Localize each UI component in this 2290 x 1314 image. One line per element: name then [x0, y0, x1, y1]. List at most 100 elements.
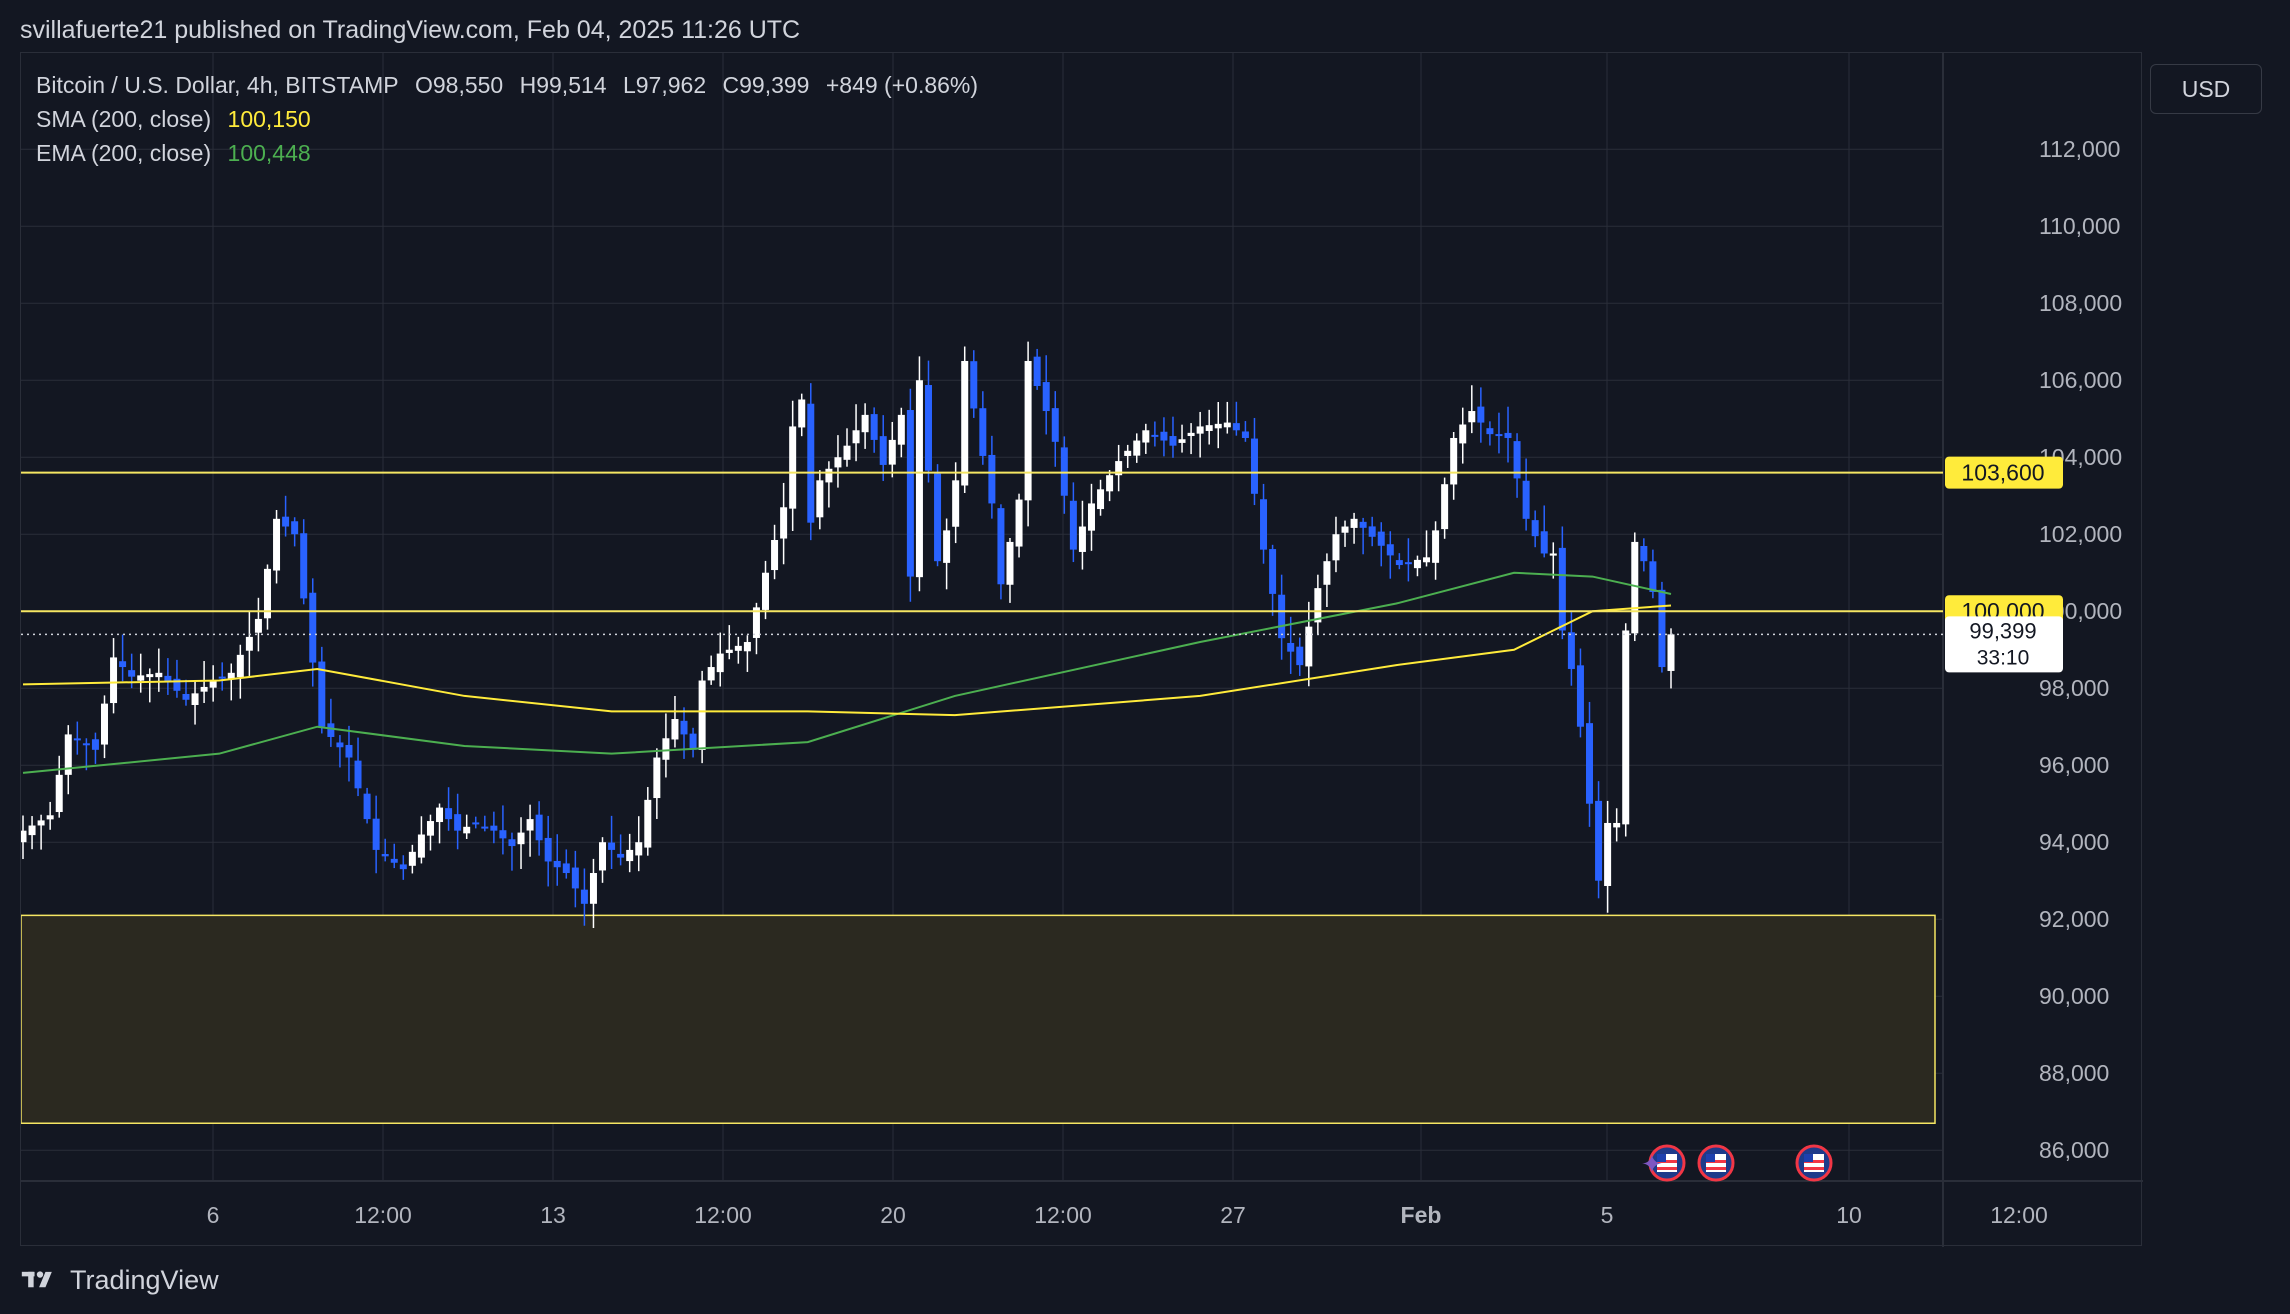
candle-body	[119, 661, 127, 668]
candle-body	[689, 733, 697, 750]
ema-line	[22, 571, 1672, 774]
candle-body	[725, 649, 733, 653]
ohlc-close: C99,399	[722, 72, 810, 98]
candle-body	[137, 675, 145, 681]
candle-body	[1160, 431, 1168, 441]
candle-body	[1667, 634, 1675, 671]
candle-body	[191, 693, 199, 705]
candle-body	[617, 853, 625, 858]
candle-body	[544, 837, 552, 862]
candle-body	[988, 454, 996, 504]
candle-body	[924, 385, 932, 471]
candle-body	[499, 830, 507, 839]
candle-body	[37, 820, 45, 826]
candle-body	[345, 744, 353, 758]
publisher-line: svillafuerte21 published on TradingView.…	[20, 16, 801, 44]
candle-body	[55, 774, 63, 813]
sma-value: 100,150	[227, 106, 311, 132]
candle-body	[734, 645, 742, 651]
candle-body	[1024, 360, 1032, 501]
y-tick-label: 110,000	[2039, 213, 2120, 239]
candle-body	[236, 654, 244, 678]
price-chart[interactable]: 86,000 88,000 90,000 92,000 94,000 96,000 98,0…	[21, 53, 2143, 1247]
candle-body	[273, 518, 281, 571]
candle-body	[1051, 408, 1059, 442]
candle-body	[1558, 547, 1566, 631]
candle-body	[1241, 431, 1249, 438]
flag-canton	[1657, 1154, 1666, 1162]
flag-canton	[1706, 1154, 1715, 1162]
candle-body	[1269, 549, 1277, 594]
candle-body	[1567, 632, 1575, 669]
candle-body	[1015, 499, 1023, 547]
candle-body	[218, 676, 226, 679]
candle-body	[1486, 428, 1494, 435]
tradingview-brand[interactable]: TradingView	[20, 1262, 219, 1298]
candle-body	[571, 867, 579, 889]
y-tick-label: 90,000	[2039, 983, 2109, 1009]
candle-body	[46, 815, 54, 820]
candle-body	[1196, 426, 1204, 434]
candle-body	[336, 742, 344, 748]
candle-body	[1169, 436, 1177, 446]
candle-body	[1296, 646, 1304, 666]
candle-body	[182, 693, 190, 700]
flag-canton	[1804, 1154, 1813, 1162]
candle-body	[372, 818, 380, 850]
candle-body	[110, 657, 118, 704]
ohlc-low: L97,962	[622, 72, 707, 98]
candle-body	[861, 414, 869, 433]
symbol-legend[interactable]: Bitcoin / U.S. Dollar, 4h, BITSTAMP O98,…	[36, 72, 988, 99]
demand-zone	[21, 914, 1936, 1125]
candle-body	[1531, 520, 1539, 537]
ema-legend[interactable]: EMA (200, close) 100,448	[36, 140, 321, 167]
candle-body	[1332, 534, 1340, 561]
candle-body	[943, 530, 951, 563]
candle-body	[318, 661, 326, 727]
candle-body	[843, 445, 851, 460]
candle-body	[1359, 521, 1367, 528]
candle-body	[1305, 626, 1313, 667]
candle-body	[580, 889, 588, 904]
candle-body	[834, 457, 842, 468]
candle-body	[481, 826, 489, 829]
candle-body	[807, 403, 815, 523]
y-tick-label: 92,000	[2039, 906, 2109, 932]
sma-label: SMA (200, close)	[36, 106, 212, 132]
candle-body	[227, 672, 235, 680]
candle-body	[1142, 430, 1150, 443]
candle-body	[1106, 475, 1114, 492]
candle-body	[300, 533, 308, 599]
candle-body	[1287, 642, 1295, 652]
candle-body	[752, 607, 760, 638]
y-tick-label: 108,000	[2039, 290, 2122, 316]
candle-body	[454, 814, 462, 831]
candle-body	[1115, 461, 1123, 476]
candle-body	[961, 360, 969, 486]
candle-body	[463, 826, 471, 834]
candle-body	[21, 830, 27, 843]
x-tick-label: 6	[207, 1202, 220, 1228]
candle-body	[363, 793, 371, 820]
candle-body	[1377, 531, 1385, 546]
bar-countdown-label: 33:10	[1977, 646, 2030, 669]
chart-pane[interactable]: 86,000 88,000 90,000 92,000 94,000 96,000 98,0…	[20, 52, 2143, 1247]
candle-body	[354, 760, 362, 789]
candle-body	[1613, 822, 1621, 828]
currency-button[interactable]: USD	[2150, 64, 2262, 114]
candle-body	[1386, 544, 1394, 556]
candle-body	[997, 508, 1005, 585]
candle-body	[1205, 425, 1213, 431]
candle-body	[173, 678, 181, 691]
x-tick-label: 13	[540, 1202, 566, 1228]
flag-stripe-red	[1706, 1167, 1726, 1170]
candle-body	[1151, 434, 1159, 437]
symbol-title: Bitcoin / U.S. Dollar, 4h, BITSTAMP	[36, 72, 399, 98]
candle-body	[1368, 526, 1376, 537]
sma-legend[interactable]: SMA (200, close) 100,150	[36, 106, 321, 133]
candle-body	[1604, 822, 1612, 886]
candle-body	[1232, 423, 1240, 431]
y-tick-label: 98,000	[2039, 675, 2109, 701]
candle-body	[1260, 499, 1268, 550]
x-tick-label: 12:00	[694, 1202, 752, 1228]
